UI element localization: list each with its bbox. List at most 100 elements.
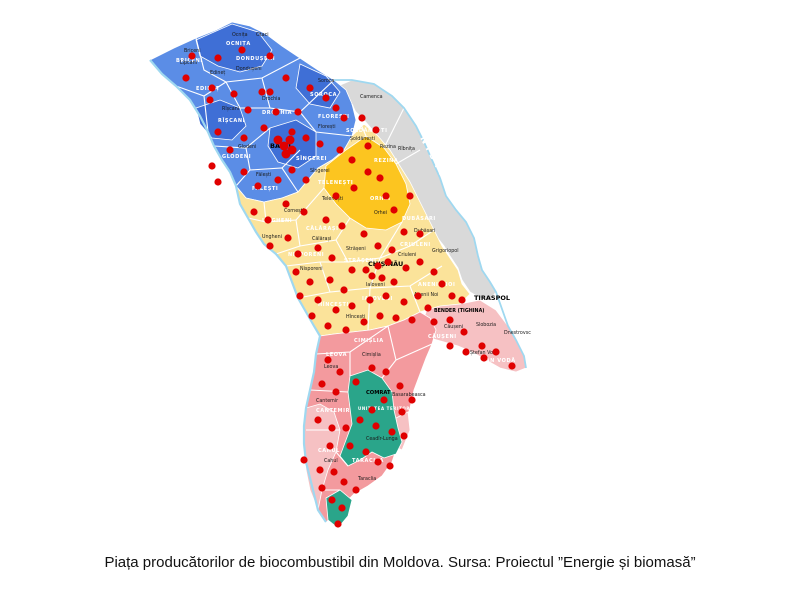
city-label-tiraspol: TIRASPOL [474,294,510,302]
producer-dot [378,274,386,282]
region-label-calarasi: CĂLĂRAȘI [306,225,339,232]
producer-dot [390,206,398,214]
producer-dot [448,292,456,300]
producer-dot [376,174,384,182]
region-label-soroca: SOROCA [310,92,337,98]
producer-dot [438,280,446,288]
region-label-glodeni: GLODENI [222,154,251,160]
producer-dot [306,84,314,92]
region-label-causeni: CĂUȘENI [428,333,457,340]
producer-dot [214,54,222,62]
region-label-leova: LEOVA [326,352,347,358]
producer-dot [332,104,340,112]
producer-dot [430,268,438,276]
producer-dot [408,396,416,404]
producer-dot [250,208,258,216]
city-label-nisporeni: Nisporeni [300,266,323,272]
city-label-camenca: Camenca [360,94,383,100]
city-label-ungheni: Ungheni [262,234,282,240]
city-label-riscani: Rîșcani [222,105,239,112]
producer-dot [322,94,330,102]
producer-dot [462,348,470,356]
producer-dot [285,135,295,145]
city-label-drochia: Drochia [262,96,281,102]
city-label-causeni: Căușeni [444,324,463,330]
producer-dot [266,52,274,60]
region-label-taraclia: TARACLIA [352,458,384,464]
producer-dot [279,141,289,151]
producer-dot [296,292,304,300]
producer-dot [396,382,404,390]
producer-dot [340,114,348,122]
producer-dot [294,250,302,258]
city-label-falesti: Fălești [256,172,271,178]
city-label-straseni: Strășeni [346,246,366,252]
region-label-dubasari: DUBĂSARI [402,215,436,222]
north-dark-1 [195,23,273,73]
producer-dot [446,316,454,324]
producer-dot [406,192,414,200]
map-caption: Piața producătorilor de biocombustibil d… [104,554,696,571]
producer-dot [306,278,314,286]
producer-dot [272,108,280,116]
producer-dot [300,456,308,464]
producer-dot [328,496,336,504]
region-label-ialoveni: IALOVENI [362,296,393,302]
producer-dot [338,222,346,230]
producer-dot [388,246,396,254]
producer-dot [364,142,372,150]
producer-dot [368,364,376,372]
producer-dot [208,162,216,170]
producer-dot [374,458,382,466]
producer-dot [240,134,248,142]
city-label-basarabeasca: Basarabeasca [392,392,426,398]
producer-dot [282,200,290,208]
producer-dot [400,298,408,306]
producer-dot [350,184,358,192]
producer-dot [382,292,390,300]
city-label-briceni: Briceni [184,48,201,54]
producer-dot [398,408,406,416]
producer-dot [336,368,344,376]
producer-dot [340,286,348,294]
city-label-rezina: Rezina [380,144,396,150]
producer-dot [244,106,252,114]
producer-dot [372,126,380,134]
producer-dot [382,368,390,376]
producer-dot [368,406,376,414]
region-label-singerei: SÎNGEREI [296,154,327,162]
producer-dot [352,378,360,386]
producer-dot [492,348,500,356]
city-label-singerei: Sîngerei [310,167,330,174]
producer-dot [400,228,408,236]
producer-dot [342,326,350,334]
producer-dot [274,176,282,184]
producer-dot [392,314,400,322]
producer-dot [302,176,310,184]
producer-dot [408,316,416,324]
producer-dot [266,242,274,250]
region-label-orhei: ORHEI [370,196,391,202]
producer-dot [332,388,340,396]
producer-dot [362,266,370,274]
producer-dot [480,354,488,362]
producer-dot [318,484,326,492]
producer-dot [390,278,398,286]
region-label-floresti: FLOREȘTI [318,114,350,120]
producer-dot [326,276,334,284]
region-label-anenii-noi: ANENII NOI [418,282,455,288]
city-label-taraclia: Taraclia [357,476,376,482]
city-label-calarasi: Călărași [312,236,331,242]
producer-dot [380,396,388,404]
city-label-floresti: Florești [318,124,336,130]
region-label-gagauzia: UNITATEA TERITORIALĂ AUTONOMĂ GĂGĂUZIA [358,406,486,411]
producer-dot [281,149,291,159]
producer-dot [314,296,322,304]
producer-dot [182,74,190,82]
region-label-ungheni: UNGHENI [262,218,292,224]
region-label-telenesti: TELENEȘTI [318,180,353,186]
city-label-cornesti: Cornești [284,208,304,214]
city-label-telenesti: Telenești [321,196,343,202]
producer-dot [208,84,216,92]
producer-dot [284,234,292,242]
